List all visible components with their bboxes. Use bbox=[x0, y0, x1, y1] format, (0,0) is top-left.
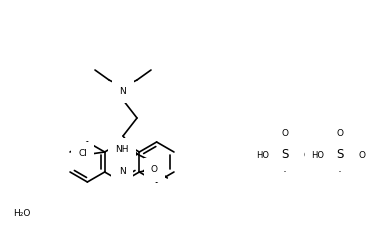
Text: S: S bbox=[281, 148, 289, 162]
Text: O: O bbox=[358, 151, 365, 159]
Text: O: O bbox=[151, 165, 158, 174]
Text: H₂O: H₂O bbox=[13, 208, 31, 217]
Text: HO: HO bbox=[312, 151, 324, 159]
Text: Cl: Cl bbox=[78, 150, 87, 158]
Text: S: S bbox=[336, 148, 344, 162]
Text: N: N bbox=[120, 87, 126, 96]
Text: O: O bbox=[303, 151, 310, 159]
Text: N: N bbox=[119, 168, 125, 176]
Text: HO: HO bbox=[257, 151, 269, 159]
Text: O: O bbox=[282, 129, 289, 137]
Text: O: O bbox=[337, 129, 344, 137]
Text: NH: NH bbox=[115, 146, 129, 154]
